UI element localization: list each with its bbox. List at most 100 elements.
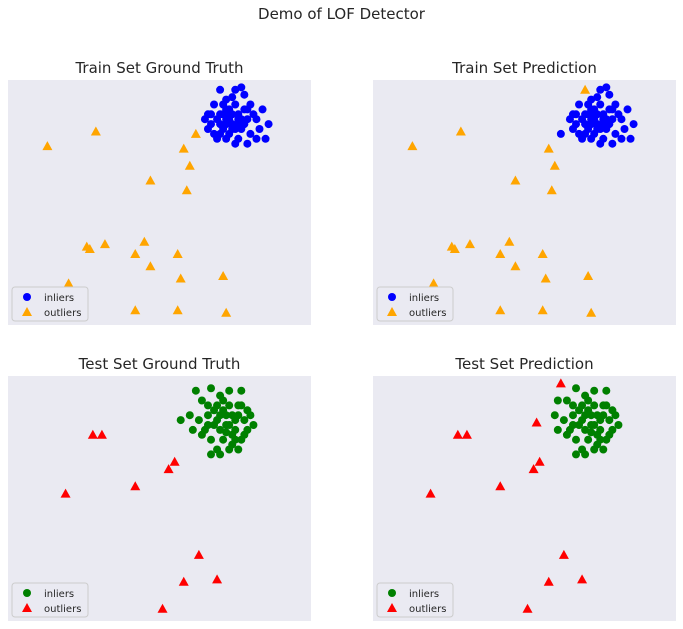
- panel-1-outliers-point-11: [130, 248, 141, 258]
- panel-4-inliers-point-26: [559, 416, 568, 425]
- panel-4-outliers-point-9: [543, 576, 554, 586]
- panel-2-legend-marker-outliers: [387, 307, 397, 316]
- panel-4-outliers-point-3: [461, 429, 472, 439]
- panel-4-outliers-point-8: [558, 549, 569, 559]
- panel-4-test-set-prediction: Test Set Prediction inliers outliers: [373, 355, 676, 621]
- panel-3-inliers-point-28: [203, 401, 212, 410]
- panel-3-inliers-point-38: [197, 430, 206, 439]
- panel-1-inliers-point-42: [249, 110, 258, 119]
- panel-4-inliers-point-36: [611, 411, 620, 420]
- panel-4-plot-area: [373, 376, 676, 621]
- panel-1-outliers-point-14: [63, 278, 74, 288]
- panel-2-outliers-point-6: [546, 185, 557, 195]
- panel-2-outliers-point-18: [537, 305, 548, 315]
- panel-3-test-set-ground-truth: Test Set Ground Truth inliers outliers: [8, 355, 311, 621]
- panel-3-inliers-point-5: [197, 396, 206, 405]
- panel-1-outliers-point-1: [90, 126, 101, 136]
- panel-2-inliers-point-46: [626, 134, 635, 143]
- panel-4-series-inliers: [550, 384, 623, 459]
- panel-3-series-inliers: [176, 384, 258, 459]
- panel-4-inliers-point-31: [575, 406, 584, 415]
- panel-1-outliers-point-13: [145, 261, 156, 271]
- panel-1-inliers-point-12: [246, 129, 255, 138]
- panel-1-inliers-point-24: [231, 139, 240, 148]
- panel-2-outliers-point-19: [586, 307, 597, 317]
- panel-3-outliers-point-2: [169, 456, 180, 466]
- panel-1-inliers-point-22: [258, 105, 267, 114]
- panel-4-inliers-point-46: [581, 450, 590, 459]
- panel-4-outliers-point-7: [425, 488, 436, 498]
- panel-1-outliers-point-18: [172, 305, 183, 315]
- panel-2-inliers-point-47: [572, 120, 581, 129]
- panel-1-series-outliers: [42, 126, 232, 317]
- panel-3-inliers-point-32: [210, 406, 219, 415]
- panel-2-outliers-point-11: [495, 248, 506, 258]
- panel-1-title: Train Set Ground Truth: [74, 59, 243, 77]
- panel-2-outliers-point-15: [540, 273, 551, 283]
- panel-2-inliers-point-51: [593, 125, 602, 133]
- panel-4-legend-box: [376, 582, 454, 618]
- panel-2-inliers-point-15: [581, 120, 590, 129]
- panel-2-outliers-point-8: [464, 239, 475, 249]
- panel-3-outliers-point-7: [178, 576, 189, 586]
- panel-1-legend-label-outliers: outliers: [44, 308, 81, 319]
- panel-1-inliers-point-51: [225, 110, 234, 119]
- panel-1-inliers-point-43: [203, 110, 212, 119]
- panel-3-inliers-point-43: [213, 416, 222, 425]
- panel-2-inliers-point-54: [602, 83, 611, 92]
- panel-2-legend-label-inliers: inliers: [409, 293, 439, 304]
- panel-2-inliers-point-53: [556, 129, 565, 138]
- panel-2-outliers-point-17: [495, 305, 506, 315]
- panel-3-inliers-point-45: [203, 421, 212, 429]
- panel-4-inliers-point-32: [587, 428, 596, 437]
- panel-1-inliers-point-46: [261, 134, 270, 143]
- panel-3-legend-box: [11, 582, 89, 618]
- panel-4-inliers-point-49: [553, 396, 562, 405]
- panel-4-legend-label-outliers: outliers: [409, 604, 446, 615]
- panel-1-inliers-point-15: [216, 120, 225, 129]
- panel-3-inliers-point-27: [194, 416, 203, 425]
- panel-4-inliers-point-20: [584, 435, 593, 444]
- panel-2-outliers-point-13: [510, 261, 521, 271]
- panel-4-legend-marker-outliers: [387, 603, 397, 612]
- panel-2-inliers-point-31: [587, 95, 596, 104]
- panel-1-inliers-point-18: [228, 93, 237, 102]
- panel-4-outliers-point-0: [555, 378, 566, 388]
- panel-4-outliers-point-2: [452, 429, 463, 439]
- panel-2-outliers-point-5: [510, 175, 521, 185]
- panel-2-series-outliers: [407, 84, 597, 317]
- panel-3-outliers-point-1: [96, 429, 107, 439]
- panel-2-inliers-point-28: [629, 120, 638, 129]
- panel-2-inliers-point-45: [617, 134, 626, 143]
- panel-4-inliers-point-0: [572, 384, 581, 393]
- panel-3-outliers-point-6: [193, 549, 204, 559]
- panel-4-outliers-point-4: [534, 456, 545, 466]
- panel-2-inliers-point-29: [575, 100, 584, 109]
- panel-3-inliers-point-30: [219, 396, 228, 405]
- panel-3-inliers-point-40: [188, 425, 197, 434]
- panel-4-inliers-point-29: [584, 396, 593, 405]
- panel-3-outliers-point-5: [60, 488, 71, 498]
- panel-2-inliers-point-25: [608, 139, 617, 148]
- panel-3-inliers-point-44: [225, 421, 234, 429]
- panel-1-outliers-point-10: [81, 241, 92, 251]
- panel-2-inliers-point-18: [593, 93, 602, 102]
- panel-4-inliers-point-25: [599, 445, 608, 454]
- panel-2-inliers-point-24: [596, 139, 605, 148]
- panel-1-inliers-point-14: [222, 134, 231, 143]
- panel-2-inliers-point-39: [605, 120, 614, 129]
- panel-1-inliers-point-47: [207, 120, 216, 129]
- panel-3-outliers-point-0: [87, 429, 98, 439]
- panel-3-inliers-point-34: [240, 430, 249, 439]
- panel-2-outliers-point-16: [583, 271, 594, 280]
- panel-2-legend-marker-inliers: [388, 293, 396, 301]
- panel-3-inliers-point-10: [203, 411, 212, 420]
- panel-3-legend-marker-inliers: [23, 589, 31, 597]
- panel-4-inliers-point-12: [605, 416, 614, 425]
- panel-2-outliers-point-2: [455, 126, 466, 136]
- panel-1-outliers-point-19: [221, 307, 232, 317]
- panel-4-inliers-point-48: [602, 401, 611, 410]
- panel-1-inliers-point-45: [252, 134, 261, 143]
- panel-3-inliers-point-7: [225, 401, 234, 410]
